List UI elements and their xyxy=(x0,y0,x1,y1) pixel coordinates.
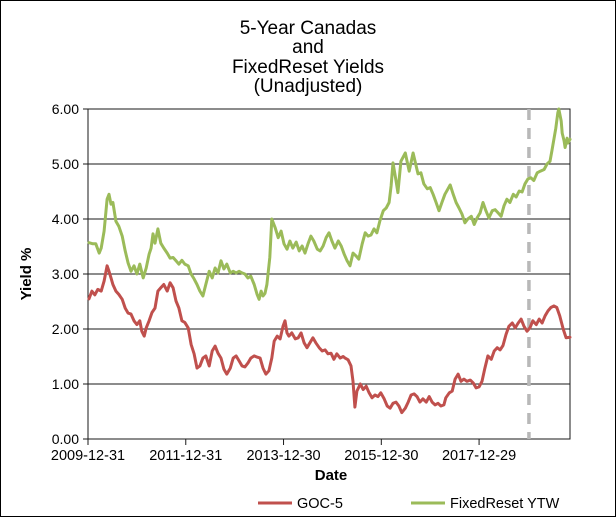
x-tick-label: 2011-12-31 xyxy=(149,448,222,464)
y-axis-title: Yield % xyxy=(18,248,35,301)
x-tick-label: 2013-12-30 xyxy=(246,448,320,464)
y-tick-label: 6.00 xyxy=(52,101,79,117)
series-line-goc-5 xyxy=(87,264,572,415)
plot-area: 0.00 1.00 2.00 3.00 4.00 5.00 6.00 2009-12-31 20… xyxy=(51,101,572,464)
legend-item-goc-5: GOC-5 xyxy=(258,496,343,512)
y-tick-label: 1.00 xyxy=(52,376,79,392)
chart-title: 5-Year Canadas and FixedReset Yields (Un… xyxy=(232,18,384,97)
legend-label-fixedreset-ytw: FixedReset YTW xyxy=(450,496,560,512)
x-tick-label: 2017-12-29 xyxy=(442,448,516,464)
chart-title-line: and xyxy=(292,37,324,58)
legend-item-fixedreset-ytw: FixedReset YTW xyxy=(411,496,560,512)
legend-label-goc-5: GOC-5 xyxy=(297,496,343,512)
series-line-fixedreset-ytw xyxy=(87,107,572,301)
y-tick-label: 3.00 xyxy=(52,266,79,282)
x-axis-title: Date xyxy=(315,467,348,484)
y-tick-label: 4.00 xyxy=(52,211,79,227)
x-tick-label: 2015-12-30 xyxy=(344,448,418,464)
y-tick-label: 0.00 xyxy=(52,431,79,447)
chart-title-line: 5-Year Canadas xyxy=(240,18,377,39)
y-tick-label: 5.00 xyxy=(52,156,79,172)
chart-title-line: (Unadjusted) xyxy=(254,76,363,97)
y-tick-label: 2.00 xyxy=(52,321,79,337)
chart-title-line: FixedReset Yields xyxy=(232,57,384,78)
legend: GOC-5 FixedReset YTW xyxy=(258,496,560,512)
x-tick-label: 2009-12-31 xyxy=(51,448,125,464)
